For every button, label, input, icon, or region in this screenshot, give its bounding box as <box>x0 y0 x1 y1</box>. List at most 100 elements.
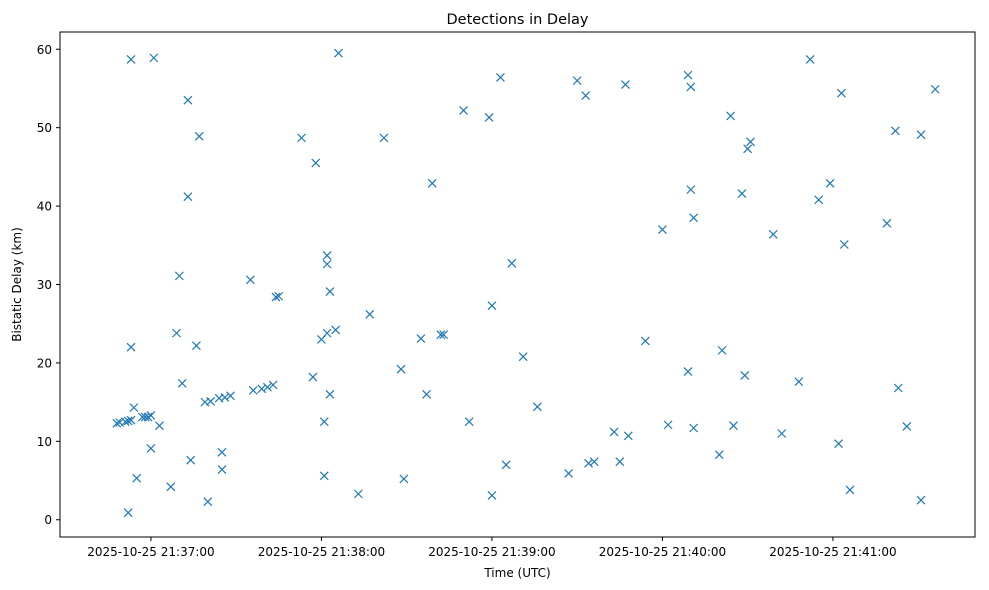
data-point <box>143 412 153 422</box>
data-point <box>226 391 235 401</box>
data-point <box>518 352 528 362</box>
data-point <box>297 133 306 143</box>
data-point <box>459 105 468 115</box>
data-point <box>331 325 341 335</box>
x-tick-label: 2025-10-25 21:39:00 <box>428 545 555 559</box>
data-point <box>768 229 778 239</box>
chart-title: Detections in Delay <box>446 12 588 28</box>
data-point <box>834 439 844 449</box>
data-point <box>126 415 136 425</box>
data-point <box>217 447 227 457</box>
data-point <box>916 495 926 505</box>
data-point <box>743 144 753 154</box>
data-point <box>365 309 375 319</box>
data-point <box>220 392 230 402</box>
data-point <box>353 489 363 499</box>
data-point <box>746 137 755 147</box>
data-point <box>436 330 446 340</box>
x-axis: 2025-10-25 21:37:00 2025-10-25 21:38:00 20… <box>87 537 897 559</box>
data-point <box>726 111 736 121</box>
data-point <box>399 474 409 484</box>
data-point <box>126 55 136 64</box>
data-point <box>427 178 437 188</box>
data-point <box>186 455 196 465</box>
plot-area <box>59 31 976 538</box>
data-point <box>572 76 582 86</box>
data-point <box>416 334 426 344</box>
data-point <box>640 336 650 346</box>
x-tick-label: 2025-10-25 21:38:00 <box>258 545 385 559</box>
data-point <box>319 471 329 481</box>
data-point <box>126 342 136 352</box>
data-point <box>589 457 599 467</box>
data-point <box>311 158 321 168</box>
data-point <box>257 384 267 394</box>
x-tick-label: 2025-10-25 21:40:00 <box>599 545 726 559</box>
data-point <box>217 465 227 474</box>
data-point <box>322 251 332 260</box>
data-point <box>322 259 332 269</box>
data-point <box>132 473 142 483</box>
x-axis-label: Time (UTC) <box>483 566 550 580</box>
data-point <box>183 192 193 202</box>
data-point <box>308 372 318 382</box>
data-point <box>484 113 494 122</box>
data-point <box>584 458 593 468</box>
data-point <box>623 431 633 441</box>
data-point <box>123 508 133 518</box>
data-point <box>496 73 505 82</box>
data-point <box>172 328 181 338</box>
data-point <box>271 292 281 302</box>
data-point <box>717 345 727 355</box>
data-point <box>845 485 855 495</box>
data-point <box>564 469 574 478</box>
data-point <box>464 417 474 427</box>
data-point <box>177 378 187 388</box>
data-point <box>263 382 272 392</box>
data-point <box>319 417 329 427</box>
data-point <box>737 189 747 198</box>
data-point <box>689 423 699 433</box>
data-point <box>839 240 849 249</box>
data-points <box>112 48 940 518</box>
y-tick-label: 10 <box>37 435 52 449</box>
y-tick-label: 0 <box>44 513 52 527</box>
data-point <box>322 328 332 338</box>
data-point <box>149 53 159 63</box>
data-point <box>657 225 667 235</box>
data-point <box>683 70 693 80</box>
data-point <box>206 396 216 406</box>
y-tick-label: 40 <box>37 200 52 214</box>
data-point <box>439 330 449 340</box>
data-point <box>714 450 724 460</box>
data-point <box>609 427 619 437</box>
x-tick-label: 2025-10-25 21:41:00 <box>769 545 896 559</box>
data-point <box>891 126 900 136</box>
data-point <box>325 389 335 399</box>
data-point <box>686 82 696 92</box>
data-point <box>248 385 258 395</box>
data-point <box>581 91 591 100</box>
data-point <box>334 48 343 58</box>
data-point <box>112 418 122 428</box>
data-point <box>501 460 511 470</box>
data-point <box>825 178 835 188</box>
data-point <box>487 301 497 311</box>
data-point <box>740 371 750 380</box>
data-point <box>532 402 542 412</box>
data-point <box>487 491 497 500</box>
y-tick-label: 60 <box>37 43 52 57</box>
data-point <box>194 131 204 141</box>
data-point <box>837 88 846 98</box>
data-point <box>379 133 389 143</box>
data-point <box>615 457 625 467</box>
data-point <box>146 411 156 420</box>
data-point <box>683 367 693 376</box>
data-point <box>155 421 164 431</box>
data-point <box>123 416 133 426</box>
data-point <box>422 389 431 399</box>
data-point <box>893 383 903 393</box>
data-point <box>814 195 824 205</box>
data-point <box>930 84 940 94</box>
